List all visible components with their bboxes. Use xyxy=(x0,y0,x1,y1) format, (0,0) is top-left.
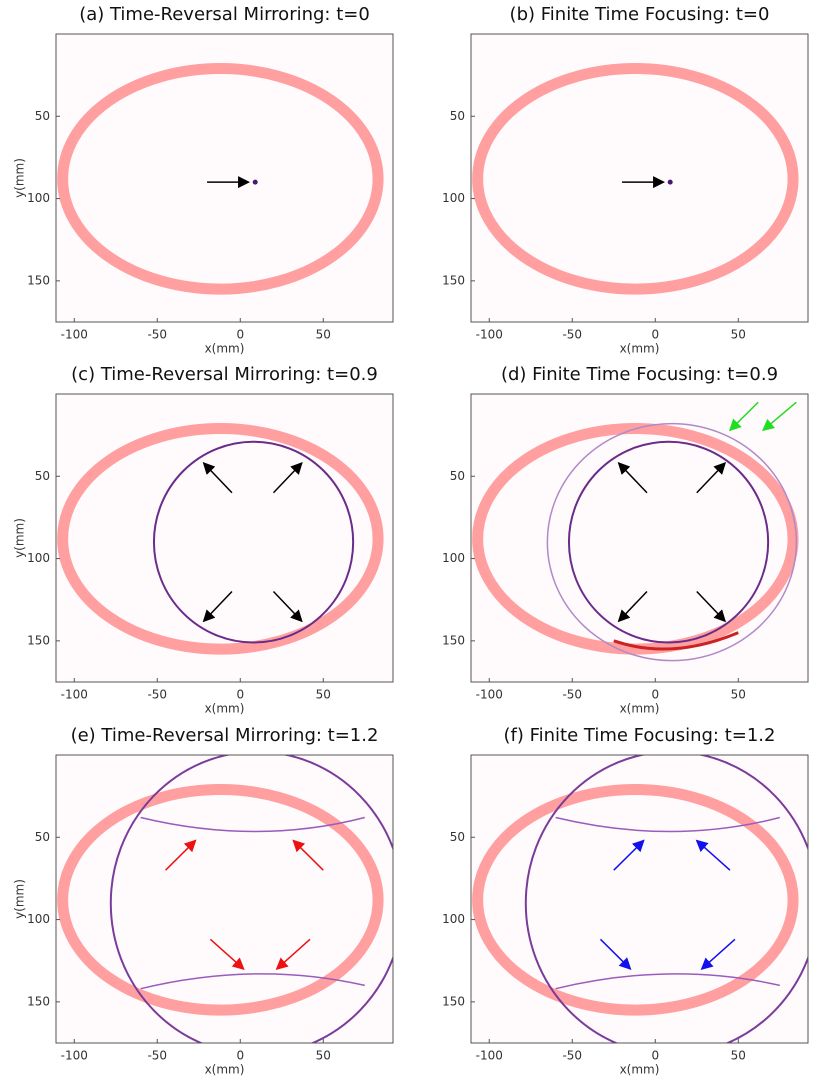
chart-title: (b) Finite Time Focusing: t=0 xyxy=(510,4,770,25)
x-tick-label: 50 xyxy=(316,688,331,702)
panel: -100 -50 0 50 50 100 150 (c) Time-Reversal Mirr… xyxy=(13,364,394,716)
x-tick-label: -100 xyxy=(476,1049,503,1063)
y-tick-label: 50 xyxy=(35,109,50,123)
x-axis-label: x(mm) xyxy=(205,1063,245,1077)
y-tick-label: 100 xyxy=(442,551,465,565)
y-tick-label: 150 xyxy=(442,633,465,647)
x-tick-label: 0 xyxy=(651,688,659,702)
y-tick-label: 50 xyxy=(35,469,50,483)
y-axis-label: y(mm) xyxy=(13,879,27,919)
x-axis-label: x(mm) xyxy=(620,342,660,356)
y-tick-label: 50 xyxy=(450,830,465,844)
x-tick-label: -50 xyxy=(562,688,582,702)
image-content xyxy=(56,394,393,682)
chart-title: (c) Time-Reversal Mirroring: t=0.9 xyxy=(71,364,378,385)
x-axis-label: x(mm) xyxy=(205,342,245,356)
y-tick-label: 100 xyxy=(442,191,465,205)
chart-title: (a) Time-Reversal Mirroring: t=0 xyxy=(79,4,370,25)
image-content xyxy=(56,34,393,322)
chart-title: (f) Finite Time Focusing: t=1.2 xyxy=(504,725,776,746)
chart-title: (d) Finite Time Focusing: t=0.9 xyxy=(501,364,778,385)
image-background xyxy=(471,755,808,1043)
x-tick-label: 50 xyxy=(316,328,331,342)
panel: -100 -50 0 50 50 100 150 (a) Time-Reversal Mirr… xyxy=(13,4,394,356)
x-tick-label: 0 xyxy=(236,328,244,342)
x-axis-label: x(mm) xyxy=(205,702,245,716)
x-tick-label: 0 xyxy=(236,688,244,702)
y-tick-label: 50 xyxy=(35,830,50,844)
x-tick-label: -100 xyxy=(61,328,88,342)
image-content xyxy=(56,752,403,1055)
page: {"chart_data": [ {"type": "image", "titl… xyxy=(0,0,825,1077)
y-axis-label: y(mm) xyxy=(13,158,27,198)
x-tick-label: -100 xyxy=(61,1049,88,1063)
image-content xyxy=(471,752,818,1055)
x-tick-label: -50 xyxy=(562,328,582,342)
figure: -100 -50 0 50 50 100 150 (a) Time-Reversal Mirr… xyxy=(0,0,825,1077)
panel: -100 -50 0 50 50 100 150 (d) Finite Time Focusi… xyxy=(442,364,808,716)
x-tick-label: 50 xyxy=(731,1049,746,1063)
image-background xyxy=(471,34,808,322)
x-axis-label: x(mm) xyxy=(620,702,660,716)
x-tick-label: -50 xyxy=(147,1049,167,1063)
focus xyxy=(253,180,258,185)
y-tick-label: 100 xyxy=(27,551,50,565)
panel: -100 -50 0 50 50 100 150 (b) Finite Time Focusi… xyxy=(442,4,808,356)
y-tick-label: 150 xyxy=(442,273,465,287)
y-tick-label: 150 xyxy=(27,273,50,287)
image-content xyxy=(471,394,808,682)
x-tick-label: -100 xyxy=(61,688,88,702)
y-tick-label: 50 xyxy=(450,109,465,123)
x-tick-label: 50 xyxy=(731,688,746,702)
x-axis-label: x(mm) xyxy=(620,1063,660,1077)
y-tick-label: 150 xyxy=(442,994,465,1008)
y-tick-label: 100 xyxy=(27,191,50,205)
x-tick-label: 50 xyxy=(731,328,746,342)
panel: -100 -50 0 50 50 100 150 (e) Time-Reversal Mirr… xyxy=(13,725,403,1077)
x-tick-label: -100 xyxy=(476,688,503,702)
y-axis-label: y(mm) xyxy=(13,518,27,558)
chart-title: (e) Time-Reversal Mirroring: t=1.2 xyxy=(71,725,379,746)
image-content xyxy=(471,34,808,322)
x-tick-label: 0 xyxy=(236,1049,244,1063)
y-tick-label: 100 xyxy=(27,912,50,926)
focus xyxy=(668,180,673,185)
image-background xyxy=(56,755,393,1043)
x-tick-label: -50 xyxy=(147,328,167,342)
x-tick-label: 0 xyxy=(651,328,659,342)
y-tick-label: 50 xyxy=(450,469,465,483)
y-tick-label: 100 xyxy=(442,912,465,926)
y-tick-label: 150 xyxy=(27,633,50,647)
x-tick-label: 50 xyxy=(316,1049,331,1063)
x-tick-label: -50 xyxy=(562,1049,582,1063)
x-tick-label: 0 xyxy=(651,1049,659,1063)
image-background xyxy=(56,34,393,322)
panel: -100 -50 0 50 50 100 150 (f) Finite Time Focusi… xyxy=(442,725,818,1077)
x-tick-label: -100 xyxy=(476,328,503,342)
y-tick-label: 150 xyxy=(27,994,50,1008)
x-tick-label: -50 xyxy=(147,688,167,702)
